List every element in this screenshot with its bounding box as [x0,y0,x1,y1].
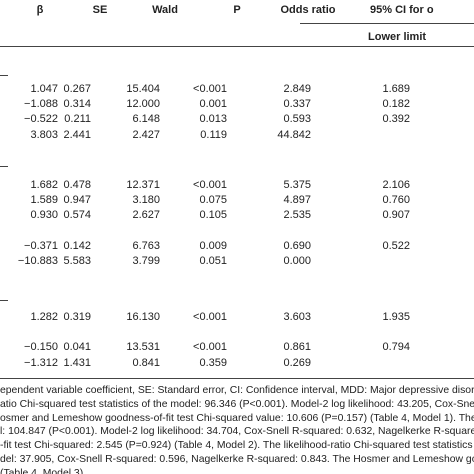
cell: 0.013 [199,113,227,126]
cell: 0.794 [382,341,410,354]
cell: −1.312 [24,356,58,369]
cell: 0.075 [199,194,227,207]
cell: 0.760 [382,194,410,207]
cell: 6.763 [132,239,160,252]
cell: <0.001 [193,341,227,354]
column-header: Wald [152,4,178,16]
column-header: β [36,4,44,16]
cell: 0.319 [63,311,91,323]
column-header: P [233,4,241,16]
cell: 3.603 [283,311,311,323]
cell: 0.009 [199,239,227,252]
cell: 0.574 [63,209,91,222]
cell: 5.375 [283,179,311,191]
column-header: SE [92,4,108,16]
cell: 0.478 [63,179,91,191]
footnote-line: (Table 4, Model 3). [0,467,87,474]
cell: 2.106 [382,179,410,191]
cell: 1.047 [30,83,58,95]
cell: 0.522 [382,239,410,252]
rule [0,46,474,47]
cell: 0.142 [63,239,91,252]
cell: 12.371 [126,179,160,191]
cell: 0.690 [283,239,311,252]
cell: 3.180 [132,194,160,207]
rule [0,378,474,379]
cell: 12.000 [126,98,160,111]
column-header: 95% CI for o [370,4,434,16]
cell: 2.849 [283,83,311,95]
cell: 1.282 [30,311,58,323]
cell: 4.897 [283,194,311,207]
cell: 1.689 [382,83,410,95]
cell: 44.842 [277,128,311,141]
cell: −0.371 [24,239,58,252]
cell: 0.930 [30,209,58,222]
cell: 0.001 [199,98,227,111]
cell: 0.593 [283,113,311,126]
cell: 0.182 [382,98,410,111]
cell: 0.947 [63,194,91,207]
cell: 0.861 [283,341,311,354]
cell: 0.211 [64,113,91,126]
footnote-line: osmer and Lemeshow goodness-of-fit test … [0,412,474,424]
cell: <0.001 [193,179,227,191]
cell: 1.682 [30,179,58,191]
cell: 2.441 [63,128,91,141]
cell: 0.105 [199,209,227,222]
footnote-line: -fit test Chi-squared: 2.545 (P=0.924) (… [0,440,474,452]
cell: 2.627 [132,209,160,222]
cell: −10.883 [17,255,58,267]
footnote-line: atio Chi-squared test statistics of the … [0,398,474,410]
cell: 0.314 [63,98,91,111]
rule [0,75,8,76]
cell: 0.041 [63,341,91,354]
cell: 3.803 [30,128,58,141]
cell: 0.000 [283,255,311,267]
cell: 0.359 [199,356,227,369]
cell: 3.799 [132,255,160,267]
rule [0,300,8,301]
cell: 0.392 [382,113,410,126]
cell: 0.267 [63,83,91,95]
cell: 1.589 [30,194,58,207]
subheader: Lower limit [368,31,427,43]
cell: 0.337 [283,98,311,111]
cell: 5.583 [63,255,91,267]
cell: 13.531 [126,341,160,354]
cell: 1.431 [63,356,91,369]
cell: −0.522 [24,113,58,126]
cell: −0.150 [24,341,58,354]
footnote-line: l: 104.847 (P<0.001). Model-2 log likeli… [0,426,474,438]
cell: 15.404 [126,83,160,95]
cell: −1.088 [24,98,58,111]
footnote-line: del: 37.905, Cox-Snell R-squared: 0.596,… [0,454,474,465]
rule [300,23,474,24]
cell: 0.051 [199,255,227,267]
cell: 0.907 [382,209,410,222]
cell: <0.001 [193,83,227,95]
column-header: Odds ratio [280,4,336,16]
cell: 0.269 [283,356,311,369]
cell: <0.001 [193,311,227,323]
cell: 0.841 [132,356,160,369]
rule [0,166,8,167]
cell: 0.119 [200,128,227,141]
cell: 16.130 [126,311,160,323]
cell: 2.535 [283,209,311,222]
cell: 2.427 [132,128,160,141]
footnote-line: ependent variable coefficient, SE: Stand… [0,385,474,396]
cell: 6.148 [132,113,160,126]
cell: 1.935 [382,311,410,323]
